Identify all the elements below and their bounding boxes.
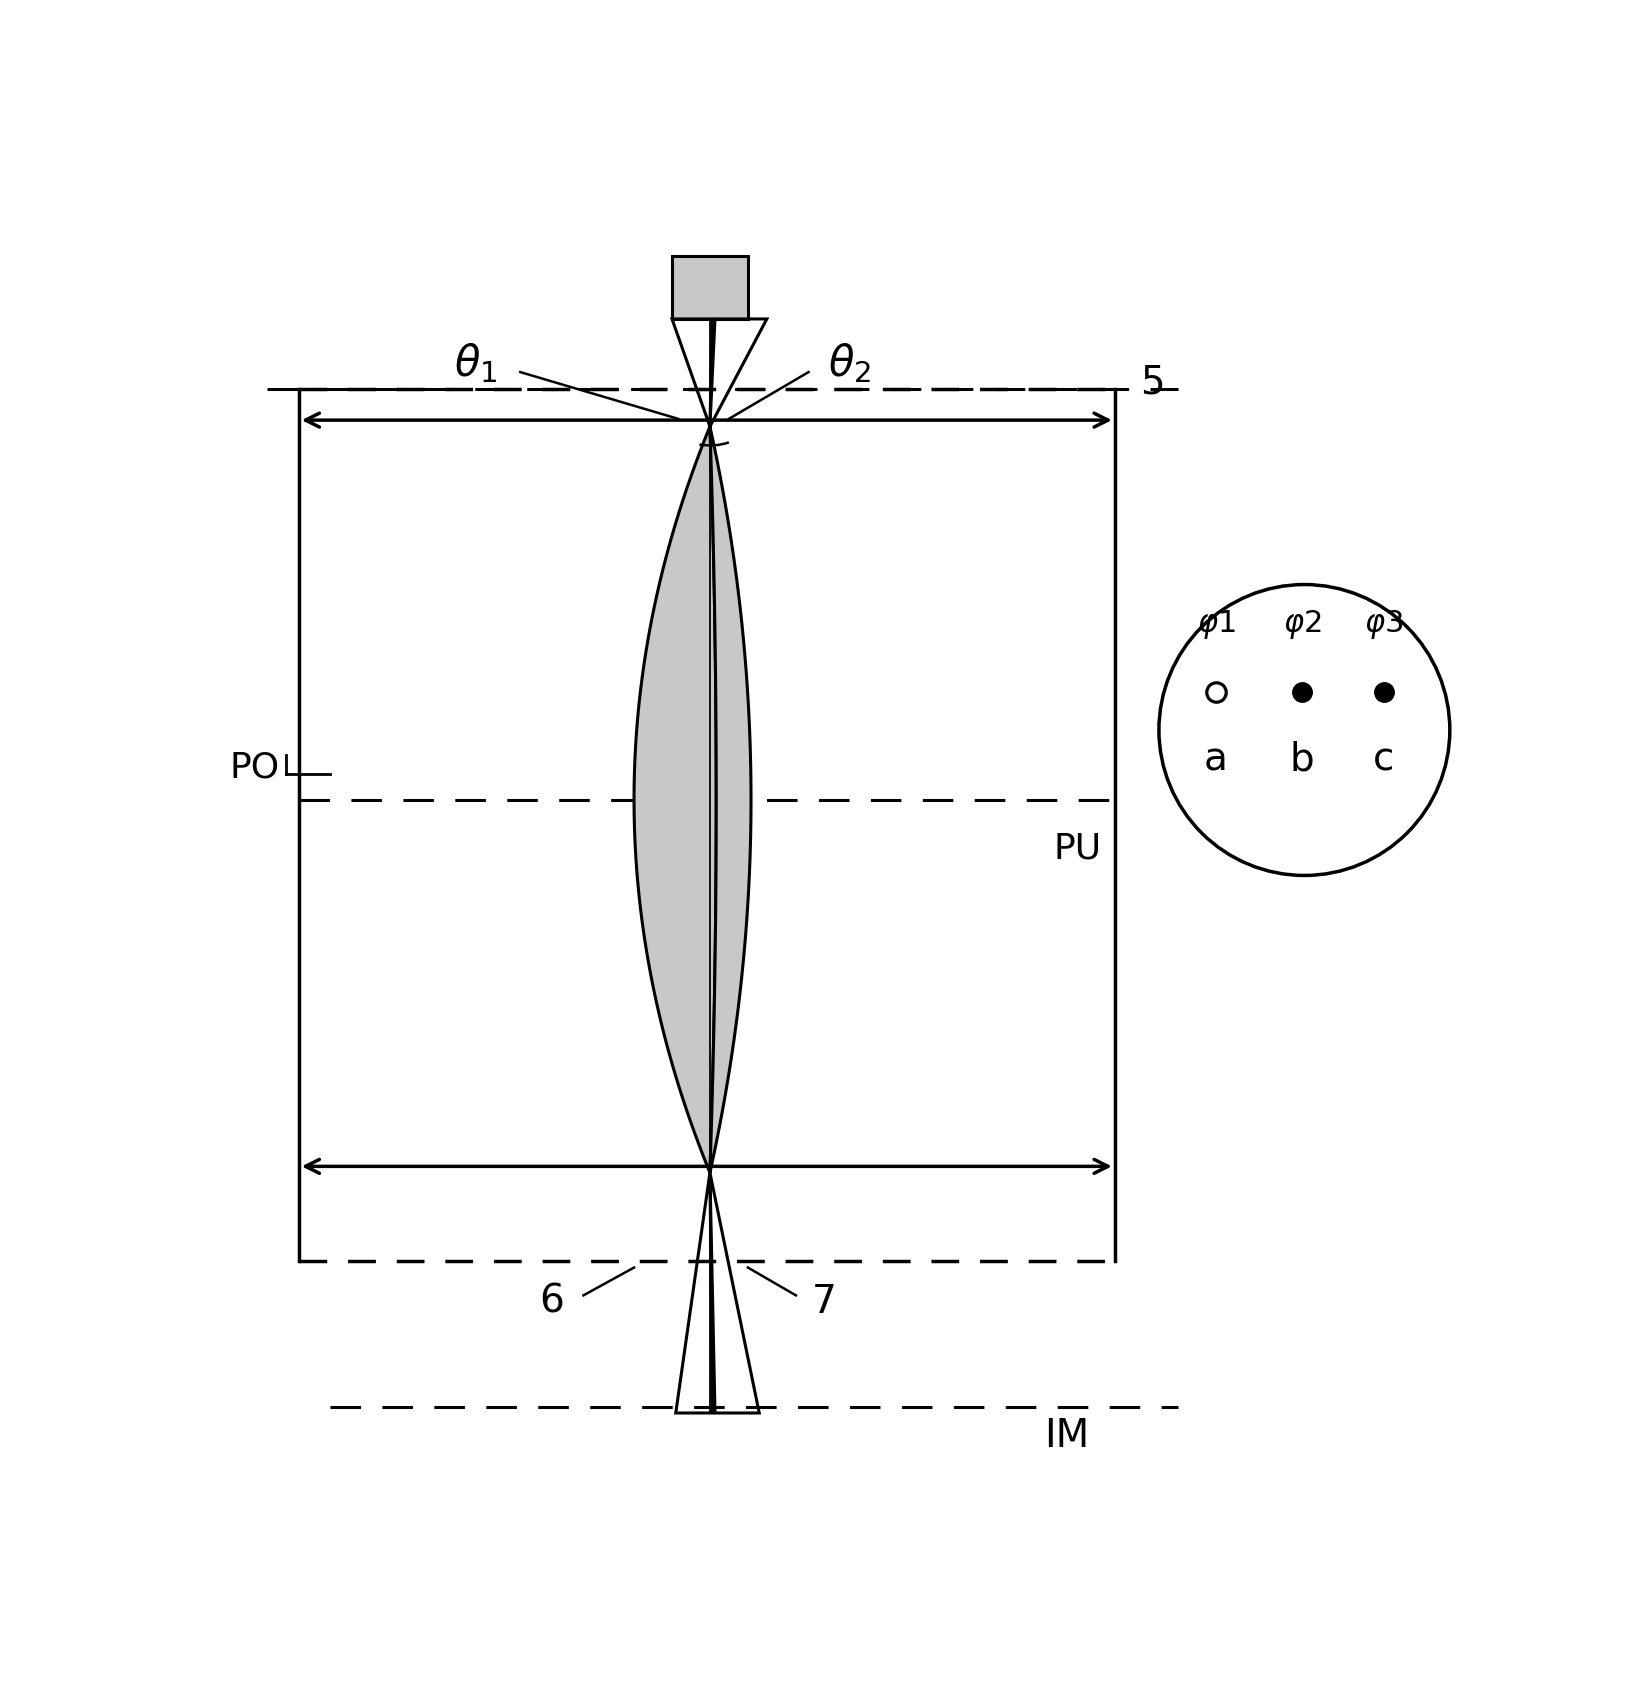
Text: 5: 5 bbox=[1139, 363, 1165, 402]
Text: IM: IM bbox=[1044, 1416, 1090, 1455]
Text: PO: PO bbox=[228, 751, 279, 785]
Text: $\varphi$3: $\varphi$3 bbox=[1364, 609, 1404, 641]
Text: $\varphi$2: $\varphi$2 bbox=[1283, 609, 1320, 641]
Polygon shape bbox=[710, 426, 751, 1172]
Text: c: c bbox=[1374, 739, 1395, 778]
Text: $\theta_1$: $\theta_1$ bbox=[454, 341, 498, 385]
Text: $\varphi$1: $\varphi$1 bbox=[1196, 609, 1235, 641]
Text: 6: 6 bbox=[540, 1282, 565, 1321]
Text: a: a bbox=[1204, 739, 1227, 778]
Polygon shape bbox=[635, 426, 716, 1172]
Text: PU: PU bbox=[1054, 831, 1102, 865]
Text: b: b bbox=[1289, 739, 1314, 778]
Text: $\theta_2$: $\theta_2$ bbox=[827, 341, 870, 385]
Text: 7: 7 bbox=[811, 1282, 836, 1321]
Polygon shape bbox=[672, 256, 747, 319]
